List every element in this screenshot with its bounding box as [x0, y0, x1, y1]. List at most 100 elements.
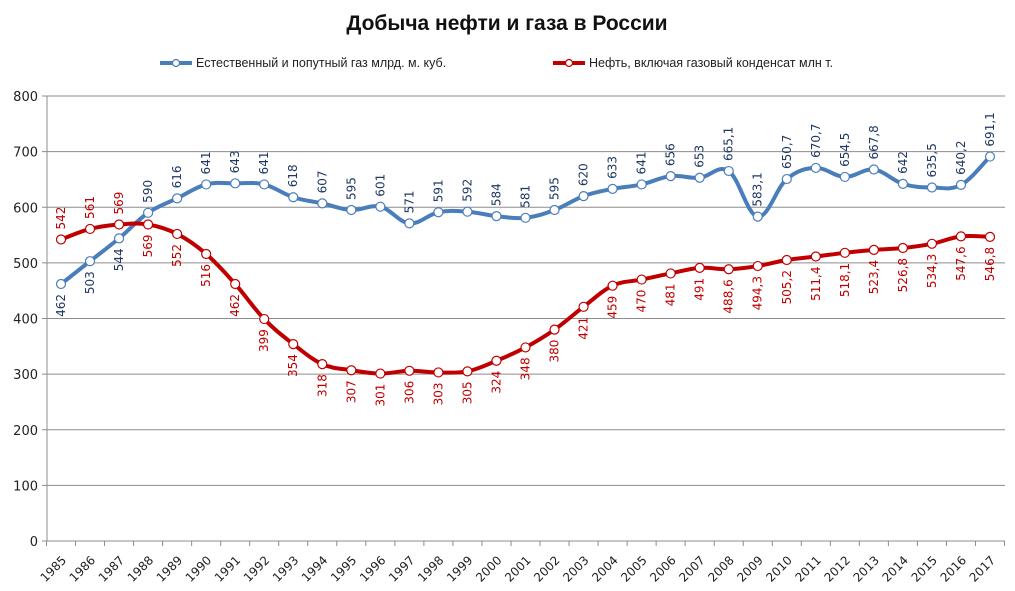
x-tick-label: 2013 — [850, 553, 881, 584]
data-label: 642 — [896, 151, 910, 174]
data-label: 303 — [431, 382, 445, 405]
data-label: 511,4 — [809, 267, 823, 301]
x-tick-label: 2002 — [531, 553, 562, 584]
y-tick-label: 0 — [30, 535, 38, 550]
data-label: 601 — [373, 174, 387, 197]
data-point-marker — [113, 233, 125, 244]
data-point-marker — [636, 179, 647, 190]
data-point-marker — [955, 231, 967, 242]
data-label: 518,1 — [838, 263, 852, 297]
data-label: 462 — [54, 294, 68, 317]
data-label: 544 — [112, 248, 126, 271]
data-point-marker — [578, 301, 589, 312]
x-tick-label: 2008 — [705, 553, 736, 584]
x-tick-label: 2004 — [589, 553, 620, 584]
data-point-marker — [694, 262, 705, 273]
x-tick-label: 2012 — [821, 553, 852, 584]
x-tick-label: 2016 — [938, 553, 969, 584]
data-point-marker — [172, 228, 183, 240]
data-point-marker — [984, 151, 996, 162]
data-label: 584 — [489, 183, 503, 206]
data-label: 462 — [228, 294, 242, 317]
legend-label-oil: Нефть, включая газовый конденсат млн т. — [589, 56, 833, 70]
gridlines — [47, 95, 1005, 486]
y-tick-label: 700 — [13, 146, 38, 161]
data-point-marker — [201, 248, 212, 260]
y-tick-label: 500 — [13, 257, 38, 272]
data-point-marker — [578, 191, 589, 202]
data-label: 595 — [548, 177, 562, 200]
data-label: 620 — [577, 163, 591, 186]
x-tick-label: 1991 — [212, 553, 243, 584]
data-label: 318 — [315, 374, 329, 397]
data-point-marker — [404, 365, 415, 376]
data-label: 547,6 — [954, 246, 968, 280]
x-tick-label: 1992 — [241, 553, 272, 584]
data-point-marker — [259, 313, 270, 325]
x-tick-label: 2003 — [560, 553, 591, 584]
x-tick-label: 2006 — [647, 553, 678, 584]
x-tick-label: 1995 — [328, 553, 359, 584]
data-label: 641 — [635, 152, 649, 175]
x-tick-label: 1990 — [183, 553, 214, 584]
data-point-marker — [868, 244, 879, 255]
data-point-marker — [462, 206, 473, 217]
data-label: 491 — [693, 278, 707, 301]
data-point-marker — [288, 192, 299, 203]
data-label: 301 — [373, 384, 387, 407]
data-point-marker — [317, 359, 328, 370]
series-gas — [55, 151, 996, 290]
x-tick-label: 1998 — [415, 553, 446, 584]
data-point-marker — [520, 342, 531, 353]
data-point-marker — [433, 367, 444, 378]
data-label: 481 — [664, 283, 678, 306]
data-point-marker — [810, 162, 821, 174]
y-tick-label: 600 — [13, 201, 38, 216]
data-point-marker — [520, 212, 531, 223]
data-label: 307 — [344, 380, 358, 403]
data-label: 399 — [257, 329, 271, 352]
data-point-marker — [984, 231, 996, 242]
x-tick-label: 1987 — [96, 553, 127, 584]
data-label: 354 — [286, 354, 300, 377]
data-label: 526,8 — [896, 258, 910, 292]
legend-item-oil: Нефть, включая газовый конденсат млн т. — [553, 56, 833, 70]
data-point-marker — [230, 178, 241, 189]
data-point-marker — [897, 242, 909, 254]
data-label: 650,7 — [780, 135, 794, 169]
legend: Естественный и попутный газ млрд. м. куб… — [160, 56, 833, 70]
x-tick-label: 2014 — [880, 553, 911, 584]
data-label: 653 — [693, 145, 707, 168]
y-tick-label: 300 — [13, 368, 38, 383]
x-tick-label: 2009 — [734, 553, 765, 584]
data-point-marker — [665, 171, 676, 182]
x-tick-label: 2010 — [763, 553, 794, 584]
data-label: 670,7 — [809, 124, 823, 158]
data-point-marker — [926, 182, 938, 193]
data-point-marker — [259, 179, 270, 190]
data-label: 516 — [199, 264, 213, 287]
data-point-marker — [84, 223, 96, 235]
x-tick-label: 1986 — [67, 553, 98, 584]
data-point-marker — [346, 365, 357, 376]
x-tick-label: 2015 — [909, 553, 940, 584]
data-label: 561 — [83, 196, 97, 219]
data-label: 546,8 — [983, 247, 997, 281]
series-layer — [55, 151, 996, 379]
data-point-marker — [694, 172, 705, 183]
data-point-marker — [375, 368, 386, 379]
series-oil — [55, 219, 996, 379]
x-tick-label: 1985 — [38, 553, 69, 584]
data-label: 569 — [112, 192, 126, 215]
data-label: 552 — [170, 244, 184, 267]
data-point-marker — [491, 355, 502, 366]
data-label: 488,6 — [722, 279, 736, 313]
x-tick-label: 2011 — [792, 553, 823, 584]
x-tick-label: 1989 — [154, 553, 185, 584]
data-label: 616 — [170, 165, 184, 188]
data-point-marker — [868, 164, 879, 175]
data-label: 583,1 — [751, 172, 765, 206]
data-point-marker — [723, 264, 734, 275]
y-tick-label: 100 — [13, 479, 38, 494]
